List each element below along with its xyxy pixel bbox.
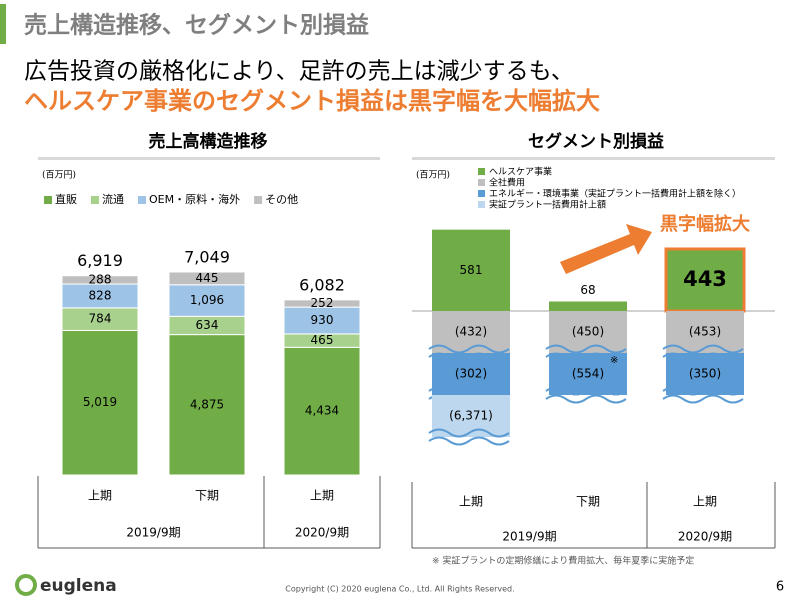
axis-break — [545, 344, 627, 354]
data-label: 930 — [311, 313, 334, 327]
axis-break — [428, 344, 510, 354]
data-label: 1,096 — [190, 293, 224, 307]
headline: 広告投資の厳格化により、足許の売上は減少するも、 — [24, 59, 574, 85]
bar-segment — [432, 229, 510, 311]
data-label: 828 — [89, 288, 112, 302]
x-tick-label: 下期 — [195, 489, 219, 503]
bar-segment — [61, 329, 139, 476]
axis-break — [428, 386, 510, 396]
total-label: 6,082 — [299, 275, 345, 294]
header-accent — [0, 4, 6, 44]
legend-swatch — [44, 196, 52, 204]
unit-label: (百万円) — [42, 170, 76, 181]
headline-highlight: ヘルスケア事業のセグメント損益は黒字幅を大幅拡大 — [24, 87, 600, 115]
legend-swatch — [478, 179, 485, 186]
bar-segment — [168, 271, 246, 286]
x-tick-label: 上期 — [693, 495, 717, 509]
x-tick-label: 下期 — [576, 495, 600, 509]
legend-label: 実証プラント一括費用計上額 — [489, 199, 606, 211]
bar-segment — [283, 306, 361, 335]
bar-segment — [168, 334, 246, 476]
legend-swatch — [254, 196, 263, 204]
data-label: 4,875 — [190, 397, 224, 411]
x-tick-label: 上期 — [88, 489, 112, 503]
bar-segment — [168, 284, 246, 317]
axis-break — [662, 386, 744, 396]
axis-break — [545, 386, 627, 396]
data-label: (554) — [572, 367, 604, 381]
data-label: (432) — [455, 325, 487, 339]
legend-label: 直販 — [55, 192, 77, 206]
legend-label: その他 — [265, 193, 298, 206]
data-label: 443 — [683, 267, 727, 291]
x-tick-label: 上期 — [310, 489, 334, 503]
data-label: 5,019 — [83, 395, 117, 409]
total-label: 7,049 — [184, 248, 230, 267]
footnote: ※ 実証プラントの定期修繕により費用拡大、毎年夏季に実施予定 — [432, 555, 694, 567]
legend-label: 流通 — [102, 192, 124, 206]
legend-label: ヘルスケア事業 — [489, 166, 552, 178]
group-label: 2019/9期 — [502, 530, 556, 544]
legend-swatch — [478, 168, 485, 175]
legend-swatch — [478, 201, 485, 208]
bar-segment — [283, 299, 361, 308]
data-label: 465 — [311, 333, 334, 347]
legend-label: OEM・原料・海外 — [149, 192, 240, 206]
axis-break — [662, 344, 744, 354]
data-label: 4,434 — [305, 404, 339, 418]
legend-swatch — [138, 196, 146, 204]
total-label: 6,919 — [77, 251, 123, 270]
title-underline — [38, 157, 380, 160]
data-label: (6,371) — [449, 409, 493, 423]
group-label: 2020/9期 — [678, 530, 732, 544]
axis-break — [662, 394, 744, 404]
data-label: 634 — [196, 318, 219, 332]
data-label: 445 — [196, 271, 219, 285]
axis-break — [545, 394, 627, 404]
axis-break — [428, 436, 510, 446]
axis-break — [428, 428, 510, 438]
slide-title: 売上構造推移、セグメント別損益 — [24, 12, 369, 39]
note-mark: ※ — [610, 355, 618, 366]
bar-segment — [549, 301, 627, 311]
logo: euglena — [40, 576, 117, 596]
page-number: 6 — [776, 580, 784, 595]
annotation-arrow — [560, 224, 652, 274]
data-label: (350) — [689, 367, 721, 381]
bar-segment — [61, 275, 139, 285]
data-label: (450) — [572, 325, 604, 339]
legend-swatch — [91, 196, 99, 204]
legend-label: 全社費用 — [489, 177, 525, 189]
bar-segment — [283, 346, 361, 476]
x-tick-label: 上期 — [459, 495, 483, 509]
unit-label: (百万円) — [416, 170, 450, 181]
legend-label: エネルギー・環境事業（実証プラント一括費用計上額を除く） — [489, 188, 741, 200]
group-label: 2019/9期 — [126, 526, 180, 540]
legend-swatch — [478, 190, 485, 197]
chart-title: 売上高構造推移 — [149, 131, 268, 152]
data-label: 68 — [580, 283, 595, 297]
copyright: Copyright (C) 2020 euglena Co., Ltd. All… — [285, 585, 514, 594]
data-label: 784 — [89, 312, 112, 326]
title-underline — [412, 157, 775, 160]
group-label: 2020/9期 — [295, 526, 349, 540]
chart-title: セグメント別損益 — [528, 131, 664, 152]
data-label: 581 — [460, 263, 483, 277]
data-label: (453) — [689, 325, 721, 339]
data-label: (302) — [455, 367, 487, 381]
logo-mark — [15, 574, 37, 596]
annotation: 黒字幅拡大 — [660, 213, 750, 235]
data-label: 288 — [89, 272, 112, 286]
data-label: 252 — [311, 296, 334, 310]
